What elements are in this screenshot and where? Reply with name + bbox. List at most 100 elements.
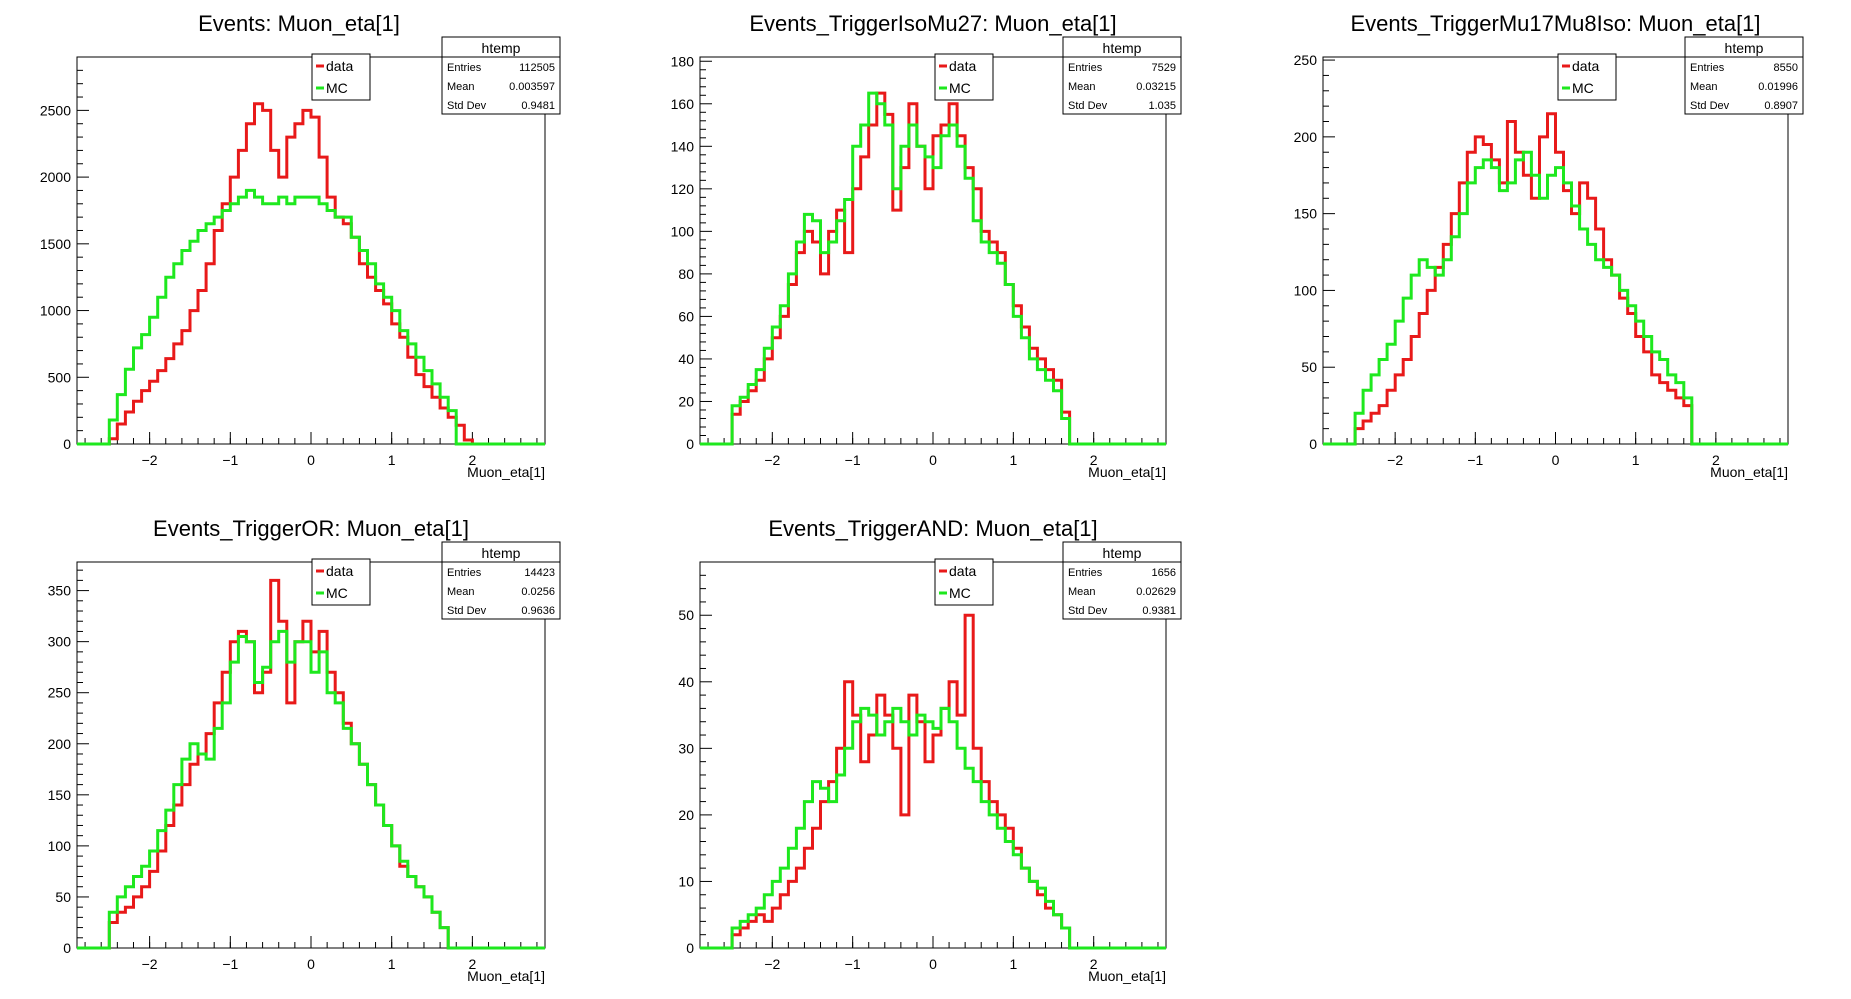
y-tick-label: 60	[678, 308, 694, 324]
stats-value: 0.8907	[1764, 100, 1798, 112]
stats-value: 0.01996	[1758, 81, 1798, 93]
x-tick-label: 2	[1090, 452, 1098, 468]
histogram-panel-4: Events_TriggerOR: Muon_eta[1] −2 −1 0 1 2Muon…	[48, 516, 561, 984]
series-line-data	[77, 578, 545, 950]
y-tick-label: 20	[678, 807, 694, 823]
series-line-mc	[700, 91, 1166, 446]
y-tick-label: 1000	[40, 303, 71, 319]
y-tick-label: 500	[48, 369, 72, 385]
y-tick-label: 250	[48, 685, 72, 701]
stats-header: htemp	[482, 40, 521, 56]
x-tick-label: 1	[1009, 956, 1017, 972]
x-tick-label: 1	[388, 956, 396, 972]
stats-value: 0.003597	[509, 81, 555, 93]
x-tick-label: −1	[222, 452, 238, 468]
stats-value: 0.9636	[521, 605, 555, 617]
plot-frame	[699, 56, 1167, 445]
stats-key: Mean	[447, 81, 475, 93]
stats-value: 0.03215	[1136, 81, 1176, 93]
y-tick-label: 50	[678, 607, 694, 623]
stats-box	[1684, 36, 1804, 115]
y-tick-label: 150	[48, 787, 72, 803]
y-tick-label: 1500	[40, 236, 71, 252]
chart-title: Events_TriggerAND: Muon_eta[1]	[768, 516, 1097, 541]
stats-key: Entries	[1690, 62, 1725, 74]
chart-title: Events_TriggerOR: Muon_eta[1]	[153, 516, 469, 541]
legend-label-data: data	[1572, 58, 1599, 74]
stats-value: 0.0256	[521, 586, 555, 598]
stats-box	[441, 36, 561, 115]
x-tick-label: 0	[307, 452, 315, 468]
legend-box	[1557, 53, 1617, 101]
series-line-data	[1323, 112, 1788, 446]
legend-label-mc: MC	[1572, 80, 1594, 96]
chart-title: Events: Muon_eta[1]	[198, 11, 400, 36]
stats-header: htemp	[1725, 40, 1764, 56]
y-tick-label: 0	[686, 436, 694, 452]
series-line-mc	[77, 188, 545, 446]
y-tick-label: 140	[671, 138, 695, 154]
y-tick-label: 100	[671, 223, 695, 239]
y-tick-label: 0	[63, 940, 71, 956]
stats-value: 0.02629	[1136, 586, 1176, 598]
legend-label-data: data	[326, 563, 353, 579]
stats-box	[1062, 541, 1182, 620]
y-tick-label: 50	[55, 889, 71, 905]
legend-label-data: data	[326, 58, 353, 74]
stats-value: 7529	[1152, 62, 1176, 74]
stats-header: htemp	[1103, 40, 1142, 56]
x-tick-label: −2	[142, 956, 158, 972]
stats-key: Mean	[1690, 81, 1718, 93]
series-line-data	[77, 102, 545, 446]
x-tick-label: −1	[845, 452, 861, 468]
legend-box	[311, 53, 371, 101]
series-line-mc	[77, 629, 545, 950]
y-tick-label: 40	[678, 351, 694, 367]
histogram-panel-2: Events_TriggerIsoMu27: Muon_eta[1] −2 −1 0 1…	[671, 11, 1182, 480]
y-tick-label: 0	[1309, 436, 1317, 452]
y-tick-label: 200	[48, 736, 72, 752]
stats-value: 0.9381	[1142, 605, 1176, 617]
y-tick-label: 160	[671, 96, 695, 112]
x-tick-label: 1	[1632, 452, 1640, 468]
y-tick-label: 350	[48, 583, 72, 599]
y-tick-label: 10	[678, 873, 694, 889]
x-tick-label: −2	[142, 452, 158, 468]
legend-label-mc: MC	[326, 80, 348, 96]
y-tick-label: 50	[1301, 359, 1317, 375]
x-tick-label: −2	[764, 956, 780, 972]
legend-box	[934, 53, 994, 101]
stats-key: Std Dev	[1068, 605, 1108, 617]
stats-value: 14423	[524, 567, 555, 579]
stats-key: Std Dev	[447, 605, 487, 617]
stats-key: Entries	[447, 567, 482, 579]
y-tick-label: 100	[1294, 282, 1318, 298]
x-axis-label: Muon_eta[1]	[1710, 464, 1788, 480]
legend-box	[311, 558, 371, 606]
x-tick-label: −1	[845, 956, 861, 972]
x-axis-label: Muon_eta[1]	[467, 464, 545, 480]
series-line-data	[700, 613, 1166, 950]
x-tick-label: 1	[1009, 452, 1017, 468]
x-tick-label: −2	[1387, 452, 1403, 468]
legend-label-mc: MC	[949, 585, 971, 601]
series-line-mc	[1323, 150, 1788, 446]
stats-value: 0.9481	[521, 100, 555, 112]
y-tick-label: 80	[678, 266, 694, 282]
stats-box	[1062, 36, 1182, 115]
y-tick-label: 2000	[40, 169, 71, 185]
stats-value: 8550	[1774, 62, 1798, 74]
x-axis-label: Muon_eta[1]	[467, 968, 545, 984]
stats-key: Entries	[1068, 62, 1103, 74]
x-tick-label: 1	[388, 452, 396, 468]
stats-box	[441, 541, 561, 620]
x-axis-label: Muon_eta[1]	[1088, 968, 1166, 984]
legend-label-data: data	[949, 58, 976, 74]
y-tick-label: 120	[671, 181, 695, 197]
y-tick-label: 2500	[40, 102, 71, 118]
y-tick-label: 40	[678, 674, 694, 690]
x-tick-label: −1	[222, 956, 238, 972]
y-tick-label: 180	[671, 53, 695, 69]
y-tick-label: 30	[678, 740, 694, 756]
histogram-panel-3: Events_TriggerMu17Mu8Iso: Muon_eta[1] −2 −…	[1294, 11, 1804, 480]
